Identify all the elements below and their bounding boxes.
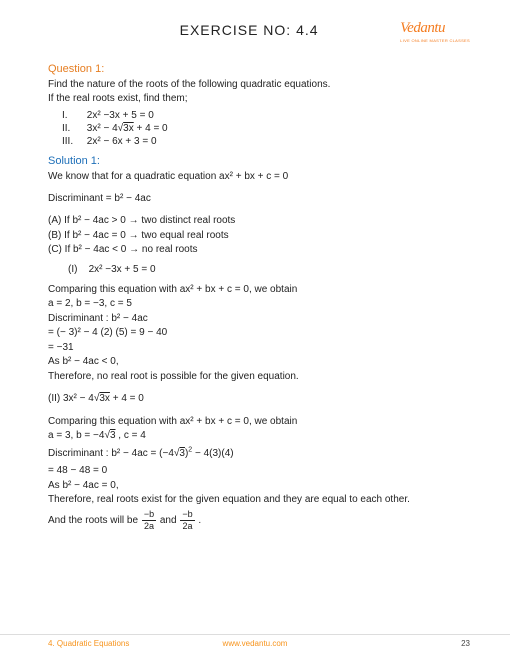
logo-text: Vedantu <box>400 20 470 37</box>
part-2-eq: (II) 3x² − 4√3x + 4 = 0 <box>48 392 470 407</box>
page-title: EXERCISE NO: 4.4 <box>98 22 400 38</box>
footer-chapter: 4. Quadratic Equations <box>48 639 129 648</box>
p2-line: a = 3, b = −4√3 , c = 4 <box>48 429 470 444</box>
p2-line: = 48 − 48 = 0 <box>48 464 470 479</box>
eq-1: 2x² −3x + 5 = 0 <box>87 110 154 121</box>
logo-subtext: LIVE ONLINE MASTER CLASSES <box>400 38 470 43</box>
footer-url: www.vedantu.com <box>223 639 288 648</box>
fraction: −b2a <box>142 510 156 531</box>
header: EXERCISE NO: 4.4 Vedantu LIVE ONLINE MAS… <box>48 22 470 43</box>
p1-line: = −31 <box>48 341 470 356</box>
eq-3: 2x² − 6x + 3 = 0 <box>87 136 157 147</box>
p2-line: Comparing this equation with ax² + bx + … <box>48 415 470 430</box>
part-1-block: Comparing this equation with ax² + bx + … <box>48 283 470 385</box>
question-prompt-1: Find the nature of the roots of the foll… <box>48 78 470 92</box>
case-a: (A) If b² − 4ac > 0 → two distinct real … <box>48 214 470 229</box>
roman-1: I. <box>62 110 84 121</box>
p1-line: As b² − 4ac < 0, <box>48 355 470 370</box>
question-prompt-2: If the real roots exist, find them; <box>48 92 470 106</box>
p2-line: Discriminant : b² − 4ac = (−4√3)2 − 4(3)… <box>48 447 470 462</box>
case-b: (B) If b² − 4ac = 0 → two equal real roo… <box>48 229 470 244</box>
p2-line: As b² − 4ac = 0, <box>48 479 470 494</box>
question-heading: Question 1: <box>48 63 470 75</box>
solution-intro: We know that for a quadratic equation ax… <box>48 170 470 184</box>
p1-line: Discriminant : b² − 4ac <box>48 312 470 327</box>
p2-line: Therefore, real roots exist for the give… <box>48 493 470 508</box>
footer: 4. Quadratic Equations www.vedantu.com 2… <box>0 634 510 648</box>
case-list: (A) If b² − 4ac > 0 → two distinct real … <box>48 214 470 258</box>
case-c: (C) If b² − 4ac < 0 → no real roots <box>48 243 470 258</box>
eq-2: 3x² − 4√3x + 4 = 0 <box>87 123 168 134</box>
page: EXERCISE NO: 4.4 Vedantu LIVE ONLINE MAS… <box>0 0 510 549</box>
discriminant-def: Discriminant = b² − 4ac <box>48 192 470 206</box>
p1-line: a = 2, b = −3, c = 5 <box>48 297 470 312</box>
logo: Vedantu LIVE ONLINE MASTER CLASSES <box>400 22 470 43</box>
footer-page-number: 23 <box>461 639 470 648</box>
p1-line: Therefore, no real root is possible for … <box>48 370 470 385</box>
equation-list: I. 2x² −3x + 5 = 0 II. 3x² − 4√3x + 4 = … <box>62 110 470 147</box>
p2-line: And the roots will be −b2a and −b2a . <box>48 510 470 531</box>
fraction: −b2a <box>180 510 194 531</box>
p1-line: Comparing this equation with ax² + bx + … <box>48 283 470 298</box>
part-2-block: Comparing this equation with ax² + bx + … <box>48 415 470 531</box>
solution-heading: Solution 1: <box>48 155 470 167</box>
roman-2: II. <box>62 123 84 134</box>
part-1-eq: (I) 2x² −3x + 5 = 0 <box>68 264 470 275</box>
list-item: III. 2x² − 6x + 3 = 0 <box>62 136 470 147</box>
list-item: I. 2x² −3x + 5 = 0 <box>62 110 470 121</box>
roman-3: III. <box>62 136 84 147</box>
p1-line: = (− 3)² − 4 (2) (5) = 9 − 40 <box>48 326 470 341</box>
list-item: II. 3x² − 4√3x + 4 = 0 <box>62 123 470 134</box>
